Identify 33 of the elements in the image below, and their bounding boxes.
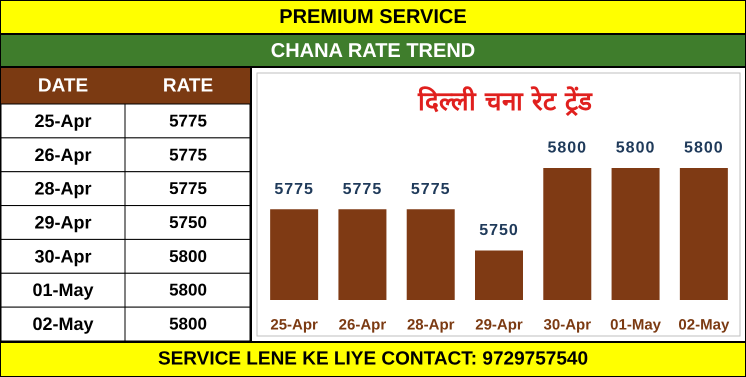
x-tick-label: 02-May [678, 316, 730, 334]
x-tick-label: 29-Apr [475, 316, 523, 334]
data-label: 5775 [169, 145, 207, 164]
chart-title: दिल्ली चना रेट ट्रेंड [416, 86, 594, 117]
data-label: 5775 [342, 180, 382, 198]
data-label: 5775 [274, 180, 314, 198]
data-label: 5775 [169, 179, 207, 198]
data-label: 5800 [616, 140, 656, 156]
text: CHANA RATE TREND [270, 40, 476, 62]
category-label: 01-May [32, 280, 94, 300]
category-label: 29-Apr [34, 212, 92, 232]
x-tick-label: 28-Apr [406, 316, 455, 334]
category-label: 25-Apr [34, 110, 92, 131]
data-label: 5750 [479, 222, 519, 239]
data-label: 5800 [169, 246, 207, 266]
text: DATE [38, 76, 88, 96]
data-label: 5775 [410, 180, 451, 198]
category-label: 30-Apr [34, 246, 92, 266]
data-label: 5775 [169, 111, 207, 130]
category-label: 26-Apr [34, 144, 92, 165]
data-label: 5800 [547, 140, 588, 156]
data-label: 5750 [169, 213, 207, 232]
text: SERVICE LENE KE LIYE CONTACT: 9729757540 [158, 348, 588, 370]
data-label: 5800 [169, 314, 207, 334]
category-label: 28-Apr [34, 178, 92, 199]
text: PREMIUM SERVICE [279, 6, 467, 28]
x-tick-label: 30-Apr [544, 316, 592, 334]
x-tick-label: 01-May [610, 316, 662, 334]
x-tick-label: 26-Apr [338, 316, 386, 334]
data-label: 5800 [684, 140, 724, 156]
x-tick-label: 25-Apr [270, 316, 318, 334]
text: RATE [162, 76, 214, 96]
data-label: 5800 [169, 280, 207, 300]
